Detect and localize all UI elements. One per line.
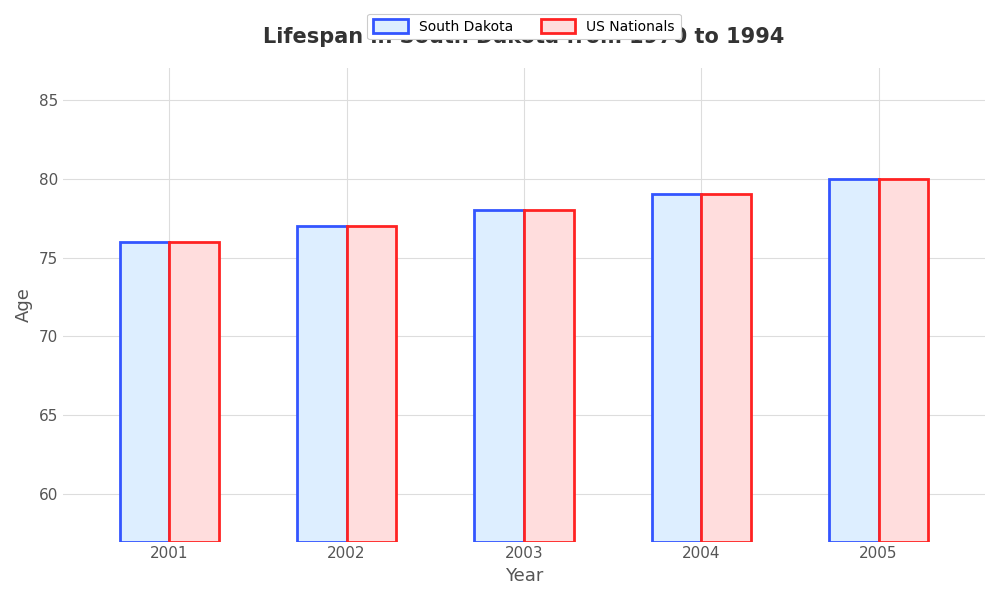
Bar <box>169 242 219 542</box>
Bar <box>879 179 928 542</box>
Bar <box>652 194 701 542</box>
Title: Lifespan in South Dakota from 1970 to 1994: Lifespan in South Dakota from 1970 to 19… <box>263 27 785 47</box>
Bar <box>701 194 751 542</box>
Bar <box>347 226 396 542</box>
Y-axis label: Age: Age <box>15 287 33 322</box>
Bar <box>829 179 879 542</box>
X-axis label: Year: Year <box>505 567 543 585</box>
Bar <box>474 210 524 542</box>
Bar <box>297 226 347 542</box>
Bar <box>120 242 169 542</box>
Bar <box>524 210 574 542</box>
Legend: South Dakota, US Nationals: South Dakota, US Nationals <box>367 14 681 40</box>
